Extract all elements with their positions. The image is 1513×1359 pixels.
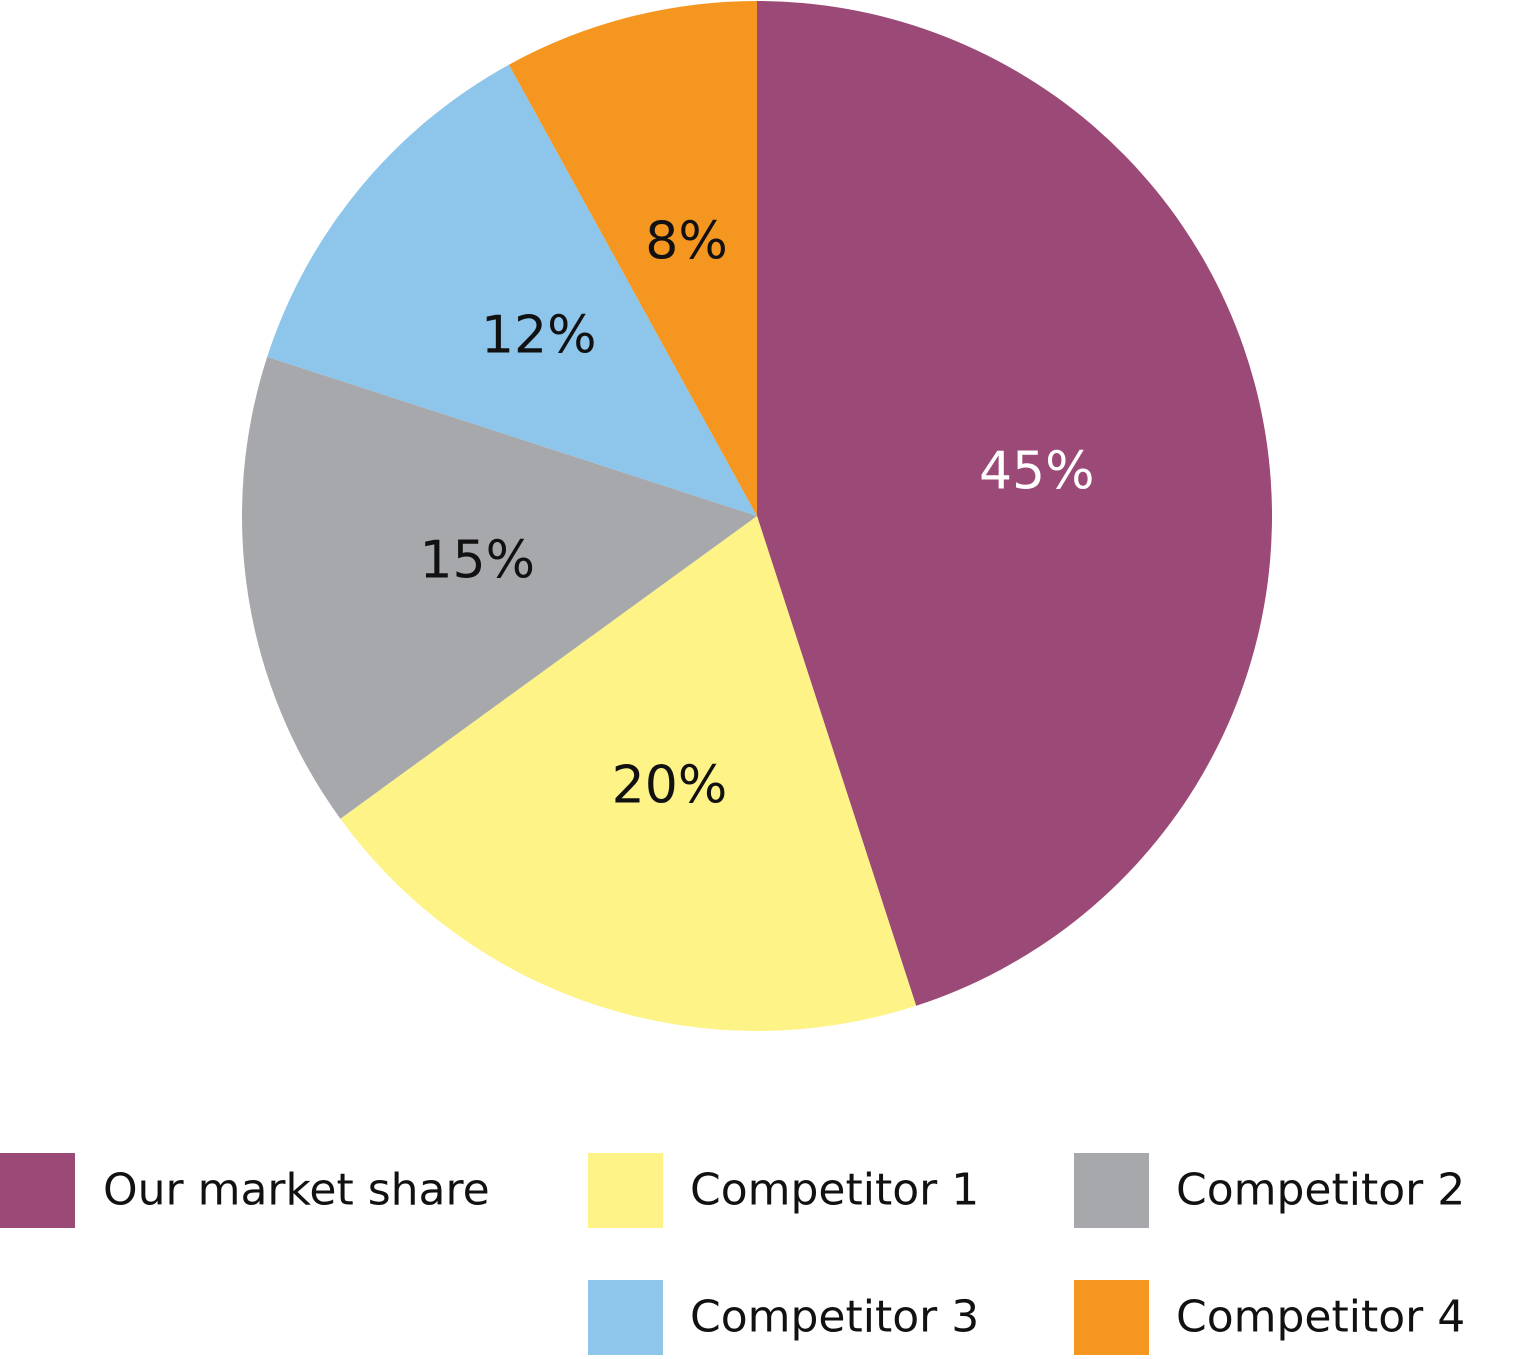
legend-label: Competitor 3 bbox=[690, 1292, 979, 1343]
slice-label: 12% bbox=[481, 305, 597, 365]
pie-slice bbox=[340, 516, 917, 1031]
pie-slice bbox=[242, 356, 758, 819]
pie-slice bbox=[508, 1, 757, 516]
legend-swatch bbox=[0, 1153, 75, 1228]
legend-swatch bbox=[588, 1280, 663, 1355]
legend-label: Competitor 4 bbox=[1176, 1292, 1465, 1343]
legend-label: Our market share bbox=[103, 1165, 490, 1216]
pie-slice bbox=[757, 1, 1272, 1006]
legend-label: Competitor 2 bbox=[1176, 1165, 1465, 1216]
slice-label: 20% bbox=[612, 755, 728, 815]
legend-swatch bbox=[588, 1153, 663, 1228]
slice-label: 15% bbox=[419, 530, 535, 590]
legend-swatch bbox=[1074, 1280, 1149, 1355]
slice-label: 45% bbox=[979, 442, 1095, 502]
legend-swatch bbox=[1074, 1153, 1149, 1228]
legend-label: Competitor 1 bbox=[690, 1165, 979, 1216]
pie-slice bbox=[267, 64, 757, 516]
slice-label: 8% bbox=[645, 212, 728, 272]
